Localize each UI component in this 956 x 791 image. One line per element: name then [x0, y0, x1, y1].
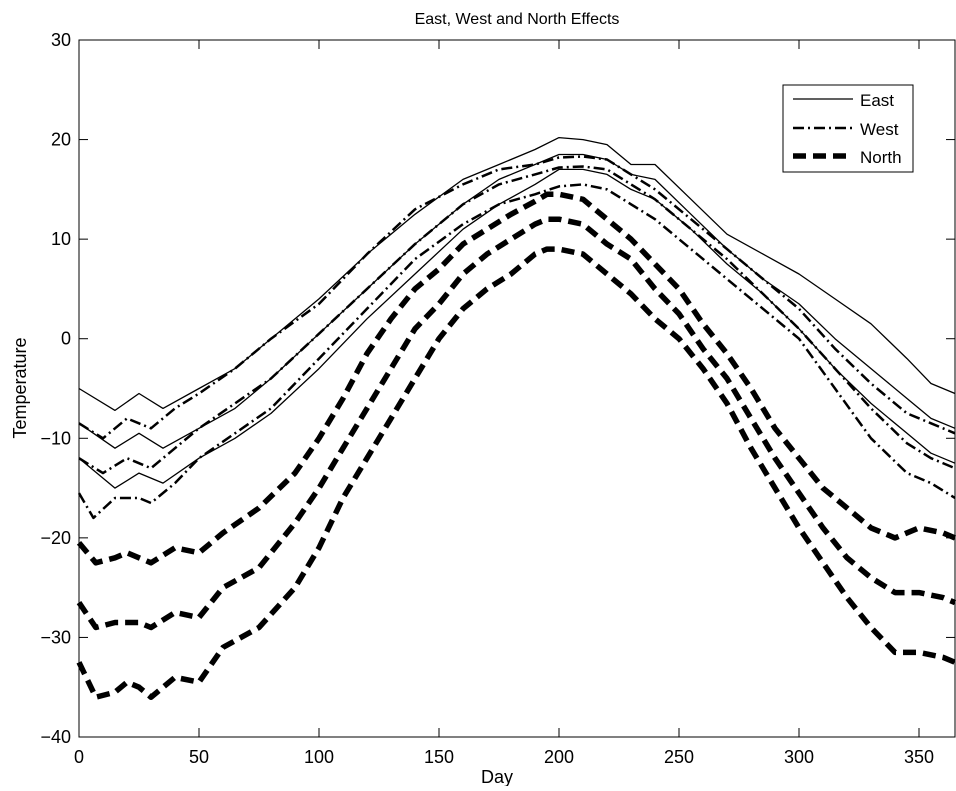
x-axis-label: Day	[481, 767, 513, 786]
y-tick-label: −30	[40, 627, 71, 647]
y-tick-label: 20	[51, 130, 71, 150]
series-line-dashed-8	[76, 216, 956, 631]
series-line-dashdot-6	[77, 183, 956, 520]
series-line-dashed-7	[76, 191, 956, 566]
x-tick-label: 100	[304, 747, 334, 767]
series-line-solid-1	[78, 136, 956, 412]
y-tick-label: −20	[40, 528, 71, 548]
series-line-dashed-9	[76, 246, 956, 700]
legend: East West North	[782, 84, 914, 173]
y-tick-label: 10	[51, 229, 71, 249]
y-tick-label: −10	[40, 428, 71, 448]
y-axis-label: Temperature	[10, 337, 30, 438]
tick-layer: 0 50 100 150 200 250 300 350 −40 −30 −20 −10 0 10 20 30	[40, 30, 955, 767]
x-tick-label: 250	[664, 747, 694, 767]
axes-box	[78, 39, 956, 738]
chart-title: East, West and North Effects	[415, 11, 620, 28]
series-line-dashdot-5	[78, 165, 956, 475]
series-line-dashdot-4	[78, 155, 956, 440]
series-line-solid-2	[78, 153, 956, 449]
y-tick-label: 30	[51, 30, 71, 50]
legend-label-north: North	[860, 148, 902, 167]
x-tick-label: 200	[544, 747, 574, 767]
legend-label-west: West	[860, 120, 899, 139]
x-tick-label: 150	[424, 747, 454, 767]
x-tick-label: 50	[189, 747, 209, 767]
x-tick-label: 0	[74, 747, 84, 767]
legend-label-east: East	[860, 91, 894, 110]
y-tick-label: 0	[61, 329, 71, 349]
y-tick-label: −40	[40, 727, 71, 747]
series-layer	[76, 136, 956, 700]
x-tick-label: 350	[904, 747, 934, 767]
x-tick-label: 300	[784, 747, 814, 767]
